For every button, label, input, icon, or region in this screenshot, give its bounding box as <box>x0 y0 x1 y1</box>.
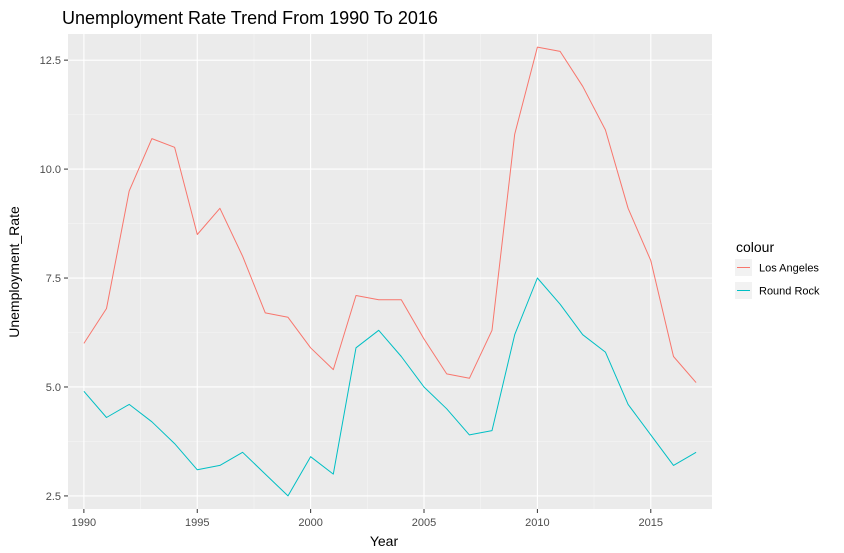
y-tick-label: 2.5 <box>46 491 61 503</box>
x-tick-label: 2000 <box>298 517 322 529</box>
y-tick-label: 7.5 <box>46 273 61 285</box>
legend-title: colour <box>736 239 774 255</box>
y-axis-title: Unemployment_Rate <box>6 206 22 338</box>
y-tick-label: 12.5 <box>40 55 61 67</box>
x-tick-label: 2005 <box>412 517 436 529</box>
series-line-los-angeles <box>83 46 697 383</box>
legend-label: Los Angeles <box>759 263 819 275</box>
chart-title: Unemployment Rate Trend From 1990 To 201… <box>62 8 438 28</box>
x-tick-label: 2015 <box>639 517 663 529</box>
legend-label: Round Rock <box>759 286 820 298</box>
panel-background <box>68 34 712 509</box>
plot-panel <box>68 34 712 509</box>
legend: colour Los Angeles Round Rock <box>735 239 820 299</box>
series-line-round-rock <box>83 277 697 497</box>
y-tick-label: 5.0 <box>46 382 61 394</box>
axes: 1990 1995 2000 2005 2010 2015 2.5 5.0 7.5 10.0 12.… <box>40 55 663 529</box>
x-tick-label: 2010 <box>525 517 549 529</box>
x-tick-label: 1990 <box>72 517 96 529</box>
x-axis-title: Year <box>370 533 399 549</box>
y-tick-label: 10.0 <box>40 164 61 176</box>
x-tick-label: 1995 <box>185 517 209 529</box>
